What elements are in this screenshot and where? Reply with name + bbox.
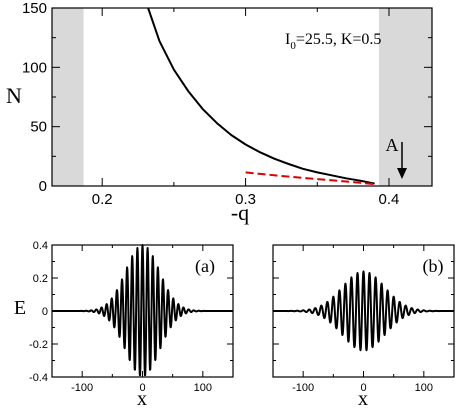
panel-b-wave-line <box>272 270 455 352</box>
panel-b-x-tick-label-1: 0 <box>360 382 366 394</box>
top-x-tick-label-0: 0.2 <box>92 191 113 208</box>
top-x-axis-title: -q <box>231 200 249 225</box>
panel-a-y-tick-label-2: 0 <box>42 306 48 318</box>
panel-a-y-tick-label-4: 0.4 <box>33 240 48 252</box>
annotation-main: I <box>285 31 290 48</box>
panel-a-x-axis-title: x <box>137 388 147 408</box>
parameter-annotation: I0=25.5, K=0.5 <box>285 31 381 52</box>
panel-a-y-axis-title: E <box>14 297 26 319</box>
panel-a-label: (a) <box>195 256 215 277</box>
panel-b-x-tick-label-0: -100 <box>292 382 314 394</box>
dashed-branch-line <box>245 171 375 186</box>
panel-b-x-tick-label-2: 100 <box>415 382 433 394</box>
panel-b-label: (b) <box>423 256 444 277</box>
panel-a-y-tick-label-0: -0.4 <box>29 372 48 384</box>
solid-branch-line <box>147 7 375 185</box>
shaded-region-1 <box>378 8 432 186</box>
panel-a-ticks: -100 0 100 -0.4 -0.2 0 0.2 0.4 <box>29 240 233 394</box>
panel-b-ticks: -100 0 100 <box>273 244 454 394</box>
point-a-label: A <box>386 135 399 155</box>
annotation-rest: =25.5, K=0.5 <box>296 31 382 48</box>
top-y-tick-label-2: 100 <box>22 59 47 76</box>
top-y-tick-label-3: 150 <box>22 0 47 17</box>
top-x-tick-label-2: 0.4 <box>379 191 400 208</box>
shaded-regions <box>52 8 432 186</box>
top-x-tick-label-1: 0.3 <box>235 191 256 208</box>
annotation-subscript: 0 <box>290 40 296 52</box>
panel-a-y-tick-label-3: 0.2 <box>33 273 48 285</box>
top-y-tick-label-1: 50 <box>30 119 47 136</box>
panel-a-y-tick-label-1: -0.2 <box>29 339 48 351</box>
panel-b: -100 0 100 x (b) <box>272 244 455 408</box>
panel-a-x-tick-label-2: 100 <box>194 382 212 394</box>
panel-a-x-tick-label-0: -100 <box>71 382 93 394</box>
top-y-tick-label-0: 0 <box>39 178 47 195</box>
panel-b-series-group <box>272 270 455 352</box>
shaded-region-0 <box>52 8 84 186</box>
panel-a: -100 0 100 -0.4 -0.2 0 0.2 0.4 E x (a) <box>14 240 234 408</box>
top-ticks: 0.2 0.3 0.4 0 50 100 150 <box>22 0 432 208</box>
top-y-axis-title: N <box>6 83 22 108</box>
panel-a-x-tick-label-1: 0 <box>139 382 145 394</box>
top-series-group <box>147 7 375 186</box>
point-a-arrow-head <box>397 168 407 179</box>
panel-b-x-axis-title: x <box>358 388 368 408</box>
